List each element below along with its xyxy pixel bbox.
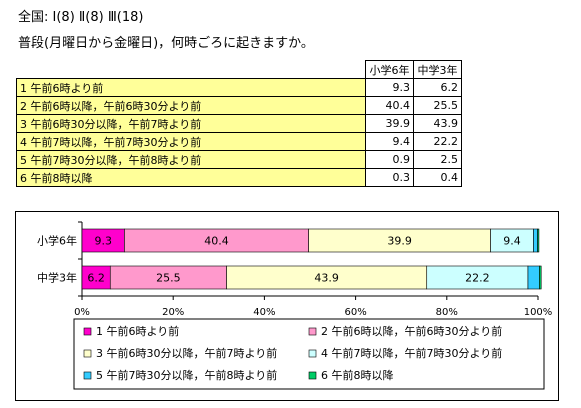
column-header: 中学3年: [413, 60, 462, 79]
legend-swatch: [83, 349, 92, 358]
cell-value: 6.2: [413, 78, 462, 97]
row-label: 6 午前8時以降: [16, 168, 366, 187]
table-row: 6 午前8時以降 0.3 0.4: [16, 168, 462, 187]
cell-value: 0.3: [365, 168, 414, 187]
row-label: 2 午前6時以降，午前6時30分より前: [16, 96, 366, 115]
legend-label: 4 午前7時以降，午前7時30分より前: [321, 346, 502, 360]
legend-swatch: [308, 327, 317, 336]
results-table: 小学6年 中学3年 1 午前6時より前 9.3 6.2 2 午前6時以降，午前6…: [16, 60, 462, 187]
cell-value: 9.4: [365, 132, 414, 151]
scope-header: 全国: Ⅰ(8) Ⅱ(8) Ⅲ(18): [18, 10, 144, 25]
data-label: 43.9: [314, 272, 339, 285]
x-tick-label: 80%: [436, 307, 458, 318]
x-tick-label: 60%: [344, 307, 366, 318]
row-label: 3 午前6時30分以降，午前7時より前: [16, 114, 366, 133]
column-header: 小学6年: [365, 60, 414, 79]
cell-value: 9.3: [365, 78, 414, 97]
table-header-row: 小学6年 中学3年: [16, 60, 462, 79]
cell-value: 39.9: [365, 114, 414, 133]
data-label: 9.3: [94, 235, 112, 248]
x-tick-label: 100%: [524, 307, 553, 318]
cell-value: 22.2: [413, 132, 462, 151]
bar-segment: [537, 228, 540, 253]
data-label: 39.9: [387, 235, 412, 248]
table-corner: [16, 60, 366, 79]
row-label: 1 午前6時より前: [16, 78, 366, 97]
category-label: 小学6年: [37, 234, 77, 248]
cell-value: 0.4: [413, 168, 462, 187]
x-tick-label: 0%: [74, 307, 90, 318]
legend-label: 2 午前6時以降，午前6時30分より前: [321, 324, 502, 338]
bar-segment: [539, 265, 542, 290]
cell-value: 2.5: [413, 150, 462, 169]
table-row: 4 午前7時以降，午前7時30分より前 9.4 22.2: [16, 132, 462, 151]
legend-swatch: [308, 371, 317, 380]
legend-swatch: [83, 327, 92, 336]
data-label: 9.4: [503, 235, 521, 248]
legend-label: 6 午前8時以降: [321, 368, 394, 382]
bar-segment: [533, 228, 538, 253]
x-tick-label: 40%: [253, 307, 275, 318]
table-row: 3 午前6時30分以降，午前7時より前 39.9 43.9: [16, 114, 462, 133]
legend-swatch: [308, 349, 317, 358]
data-label: 22.2: [465, 272, 490, 285]
data-label: 6.2: [87, 272, 105, 285]
legend-swatch: [83, 371, 92, 380]
data-label: 25.5: [156, 272, 181, 285]
cell-value: 25.5: [413, 96, 462, 115]
table-row: 2 午前6時以降，午前6時30分より前 40.4 25.5: [16, 96, 462, 115]
bar-segment: [527, 265, 540, 290]
table-row: 5 午前7時30分以降，午前8時より前 0.9 2.5: [16, 150, 462, 169]
legend-label: 5 午前7時30分以降，午前8時より前: [96, 368, 277, 382]
category-label: 中学3年: [37, 271, 77, 285]
chart-frame: 小学6年中学3年 0% 20% 40% 60% 80% 100% 9.3 40.4 39.9 9.4…: [15, 211, 559, 401]
question-text: 普段(月曜日から金曜日)，何時ごろに起きますか。: [18, 36, 314, 51]
cell-value: 40.4: [365, 96, 414, 115]
data-label: 40.4: [204, 235, 229, 248]
cell-value: 43.9: [413, 114, 462, 133]
cell-value: 0.9: [365, 150, 414, 169]
legend-label: 3 午前6時30分以降，午前7時より前: [96, 346, 277, 360]
row-label: 5 午前7時30分以降，午前8時より前: [16, 150, 366, 169]
row-label: 4 午前7時以降，午前7時30分より前: [16, 132, 366, 151]
table-row: 1 午前6時より前 9.3 6.2: [16, 78, 462, 97]
x-tick-label: 20%: [162, 307, 184, 318]
legend-label: 1 午前6時より前: [96, 324, 179, 338]
